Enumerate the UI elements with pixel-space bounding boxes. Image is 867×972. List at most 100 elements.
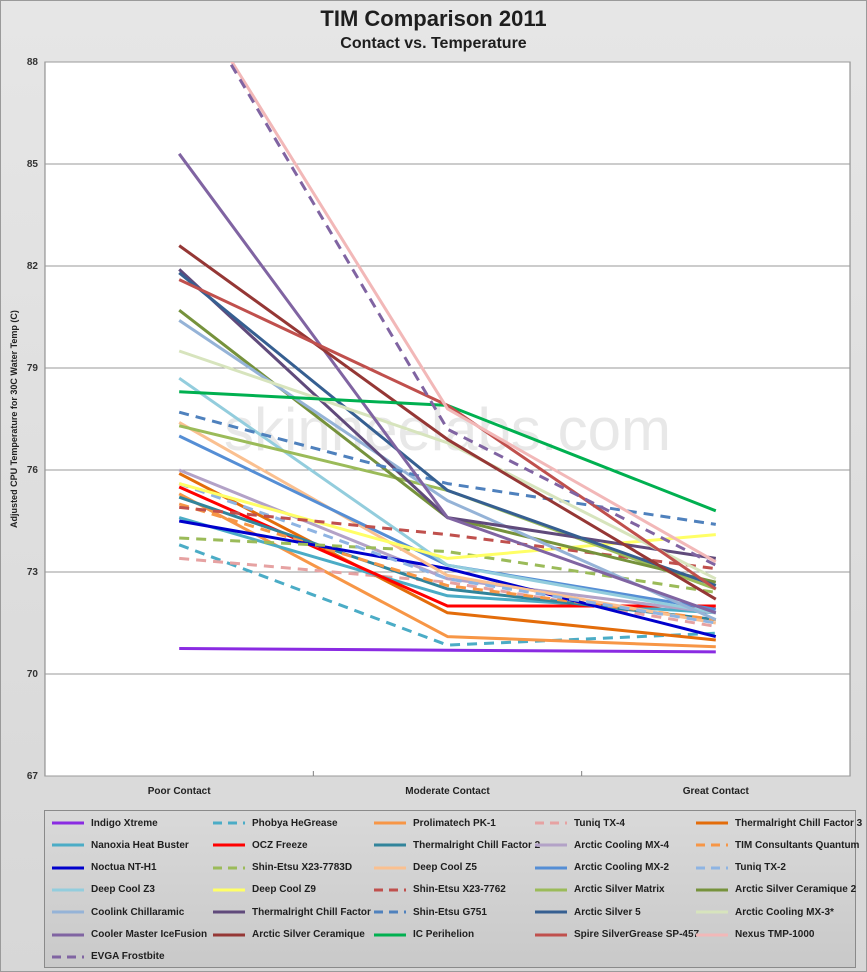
legend-item: Nexus TMP-1000 — [695, 927, 814, 943]
legend-label: Nexus TMP-1000 — [735, 929, 815, 940]
legend-item: TIM Consultants Quantum — [695, 837, 859, 853]
legend-label: IC Perihelion — [413, 929, 475, 940]
y-tick-label: 88 — [27, 57, 39, 68]
legend-item: Deep Cool Z5 — [373, 860, 477, 876]
legend-label: Spire SilverGrease SP-457 — [574, 929, 700, 940]
legend-swatch — [696, 888, 728, 892]
legend-label: Cooler Master IceFusion — [91, 929, 208, 940]
legend-label: Coolink Chillaramic — [91, 906, 185, 918]
legend-swatch — [213, 888, 245, 892]
legend-swatch — [374, 933, 406, 936]
series-line — [178, 410, 717, 526]
legend-swatch — [374, 843, 406, 847]
legend-label: Thermalright Chill Factor 3 — [735, 817, 863, 829]
series-line — [178, 244, 717, 601]
series-group — [177, 62, 717, 654]
series-line — [178, 376, 717, 615]
legend-swatch — [374, 821, 406, 825]
legend-label: Tuniq TX-4 — [574, 817, 625, 829]
legend-label: Deep Cool Z5 — [413, 862, 477, 874]
legend-item: IC Perihelion — [373, 927, 474, 943]
legend-label: Tuniq TX-2 — [735, 862, 786, 874]
legend-item: Arctic Silver Ceramique 2 — [695, 882, 856, 898]
x-tick-label: Great Contact — [683, 786, 750, 797]
legend-swatch — [696, 821, 728, 825]
legend-item: Thermalright Chill Factor — [212, 904, 371, 920]
legend-label: Arctic Silver Ceramique — [252, 929, 365, 940]
plot-area — [44, 61, 851, 777]
legend-swatch — [374, 888, 406, 892]
legend-item: Shin-Etsu X23-7783D — [212, 860, 352, 876]
legend-swatch — [52, 843, 84, 847]
y-tick-label: 67 — [27, 771, 39, 782]
legend-item: Cooler Master IceFusion — [51, 927, 207, 943]
legend-label: Arctic Silver 5 — [574, 906, 641, 918]
legend-item: Arctic Silver 5 — [534, 904, 641, 920]
legend-swatch — [535, 910, 567, 914]
legend-item: Spire SilverGrease SP-457 — [534, 927, 699, 943]
legend-item: Tuniq TX-4 — [534, 815, 625, 831]
legend-item: Thermalright Chill Factor 3 — [695, 815, 862, 831]
legend-swatch — [213, 843, 245, 847]
legend-swatch — [52, 888, 84, 892]
legend-label: Nanoxia Heat Buster — [91, 839, 189, 851]
legend-item: EVGA Frostbite — [51, 949, 165, 965]
legend-swatch — [52, 821, 84, 825]
series-line — [178, 472, 716, 642]
legend-swatch — [52, 955, 84, 959]
chart-legend: Indigo Xtreme Phobya HeGrease Prolimatech … — [44, 810, 862, 968]
legend-swatch — [535, 888, 567, 892]
y-axis-label: Adjusted CPU Temperature for 30C Water T… — [9, 310, 19, 528]
y-tick-label: 85 — [27, 159, 39, 170]
legend-item: Noctua NT-H1 — [51, 860, 157, 876]
x-tick-label: Moderate Contact — [405, 786, 490, 797]
legend-swatch — [535, 843, 567, 847]
legend-item: Deep Cool Z9 — [212, 882, 316, 898]
legend-label: Shin-Etsu X23-7783D — [252, 862, 353, 874]
legend-swatch — [696, 910, 728, 914]
legend-item: Arctic Cooling MX-3* — [695, 904, 834, 920]
legend-swatch — [535, 933, 567, 936]
legend-label: Deep Cool Z9 — [252, 884, 316, 896]
y-tick-label: 76 — [27, 465, 39, 476]
legend-label: Noctua NT-H1 — [91, 862, 157, 874]
x-tick-label: Poor Contact — [148, 786, 211, 797]
legend-label: Prolimatech PK-1 — [413, 817, 496, 829]
legend-swatch — [696, 933, 728, 936]
chart-subtitle: Contact vs. Temperature — [340, 35, 527, 52]
legend-label: Shin-Etsu G751 — [413, 906, 487, 918]
legend-swatch — [696, 843, 728, 847]
legend-item: Nanoxia Heat Buster — [51, 837, 189, 853]
legend-swatch — [535, 866, 567, 870]
series-line — [179, 556, 717, 628]
legend-item: Shin-Etsu G751 — [373, 904, 487, 920]
legend-swatch — [213, 866, 245, 870]
series-line — [178, 349, 717, 581]
series-line — [178, 482, 716, 560]
legend-item: Prolimatech PK-1 — [373, 815, 496, 831]
legend-label: Phobya HeGrease — [252, 817, 338, 829]
legend-label: EVGA Frostbite — [91, 951, 165, 963]
legend-item: Arctic Silver Ceramique — [212, 927, 365, 943]
y-tick-label: 79 — [27, 363, 39, 374]
series-line — [177, 152, 717, 615]
y-tick-label: 82 — [27, 261, 39, 272]
series-line — [178, 519, 717, 639]
series-line — [230, 62, 717, 564]
legend-swatch — [535, 821, 567, 825]
series-line — [178, 543, 716, 647]
series-line — [178, 271, 717, 588]
legend-item: Indigo Xtreme — [51, 815, 158, 831]
legend-item: Phobya HeGrease — [212, 815, 338, 831]
legend-item: Arctic Cooling MX-2 — [534, 860, 669, 876]
legend-item: Deep Cool Z3 — [51, 882, 155, 898]
legend-label: Deep Cool Z3 — [91, 884, 155, 896]
legend-label: Arctic Silver Matrix — [574, 884, 665, 896]
legend-item: OCZ Freeze — [212, 837, 308, 853]
legend-label: OCZ Freeze — [252, 839, 308, 851]
legend-swatch — [374, 910, 406, 914]
legend-item: Shin-Etsu X23-7762 — [373, 882, 506, 898]
series-line — [227, 62, 717, 567]
legend-swatch — [52, 933, 84, 936]
legend-label: Indigo Xtreme — [91, 817, 158, 829]
